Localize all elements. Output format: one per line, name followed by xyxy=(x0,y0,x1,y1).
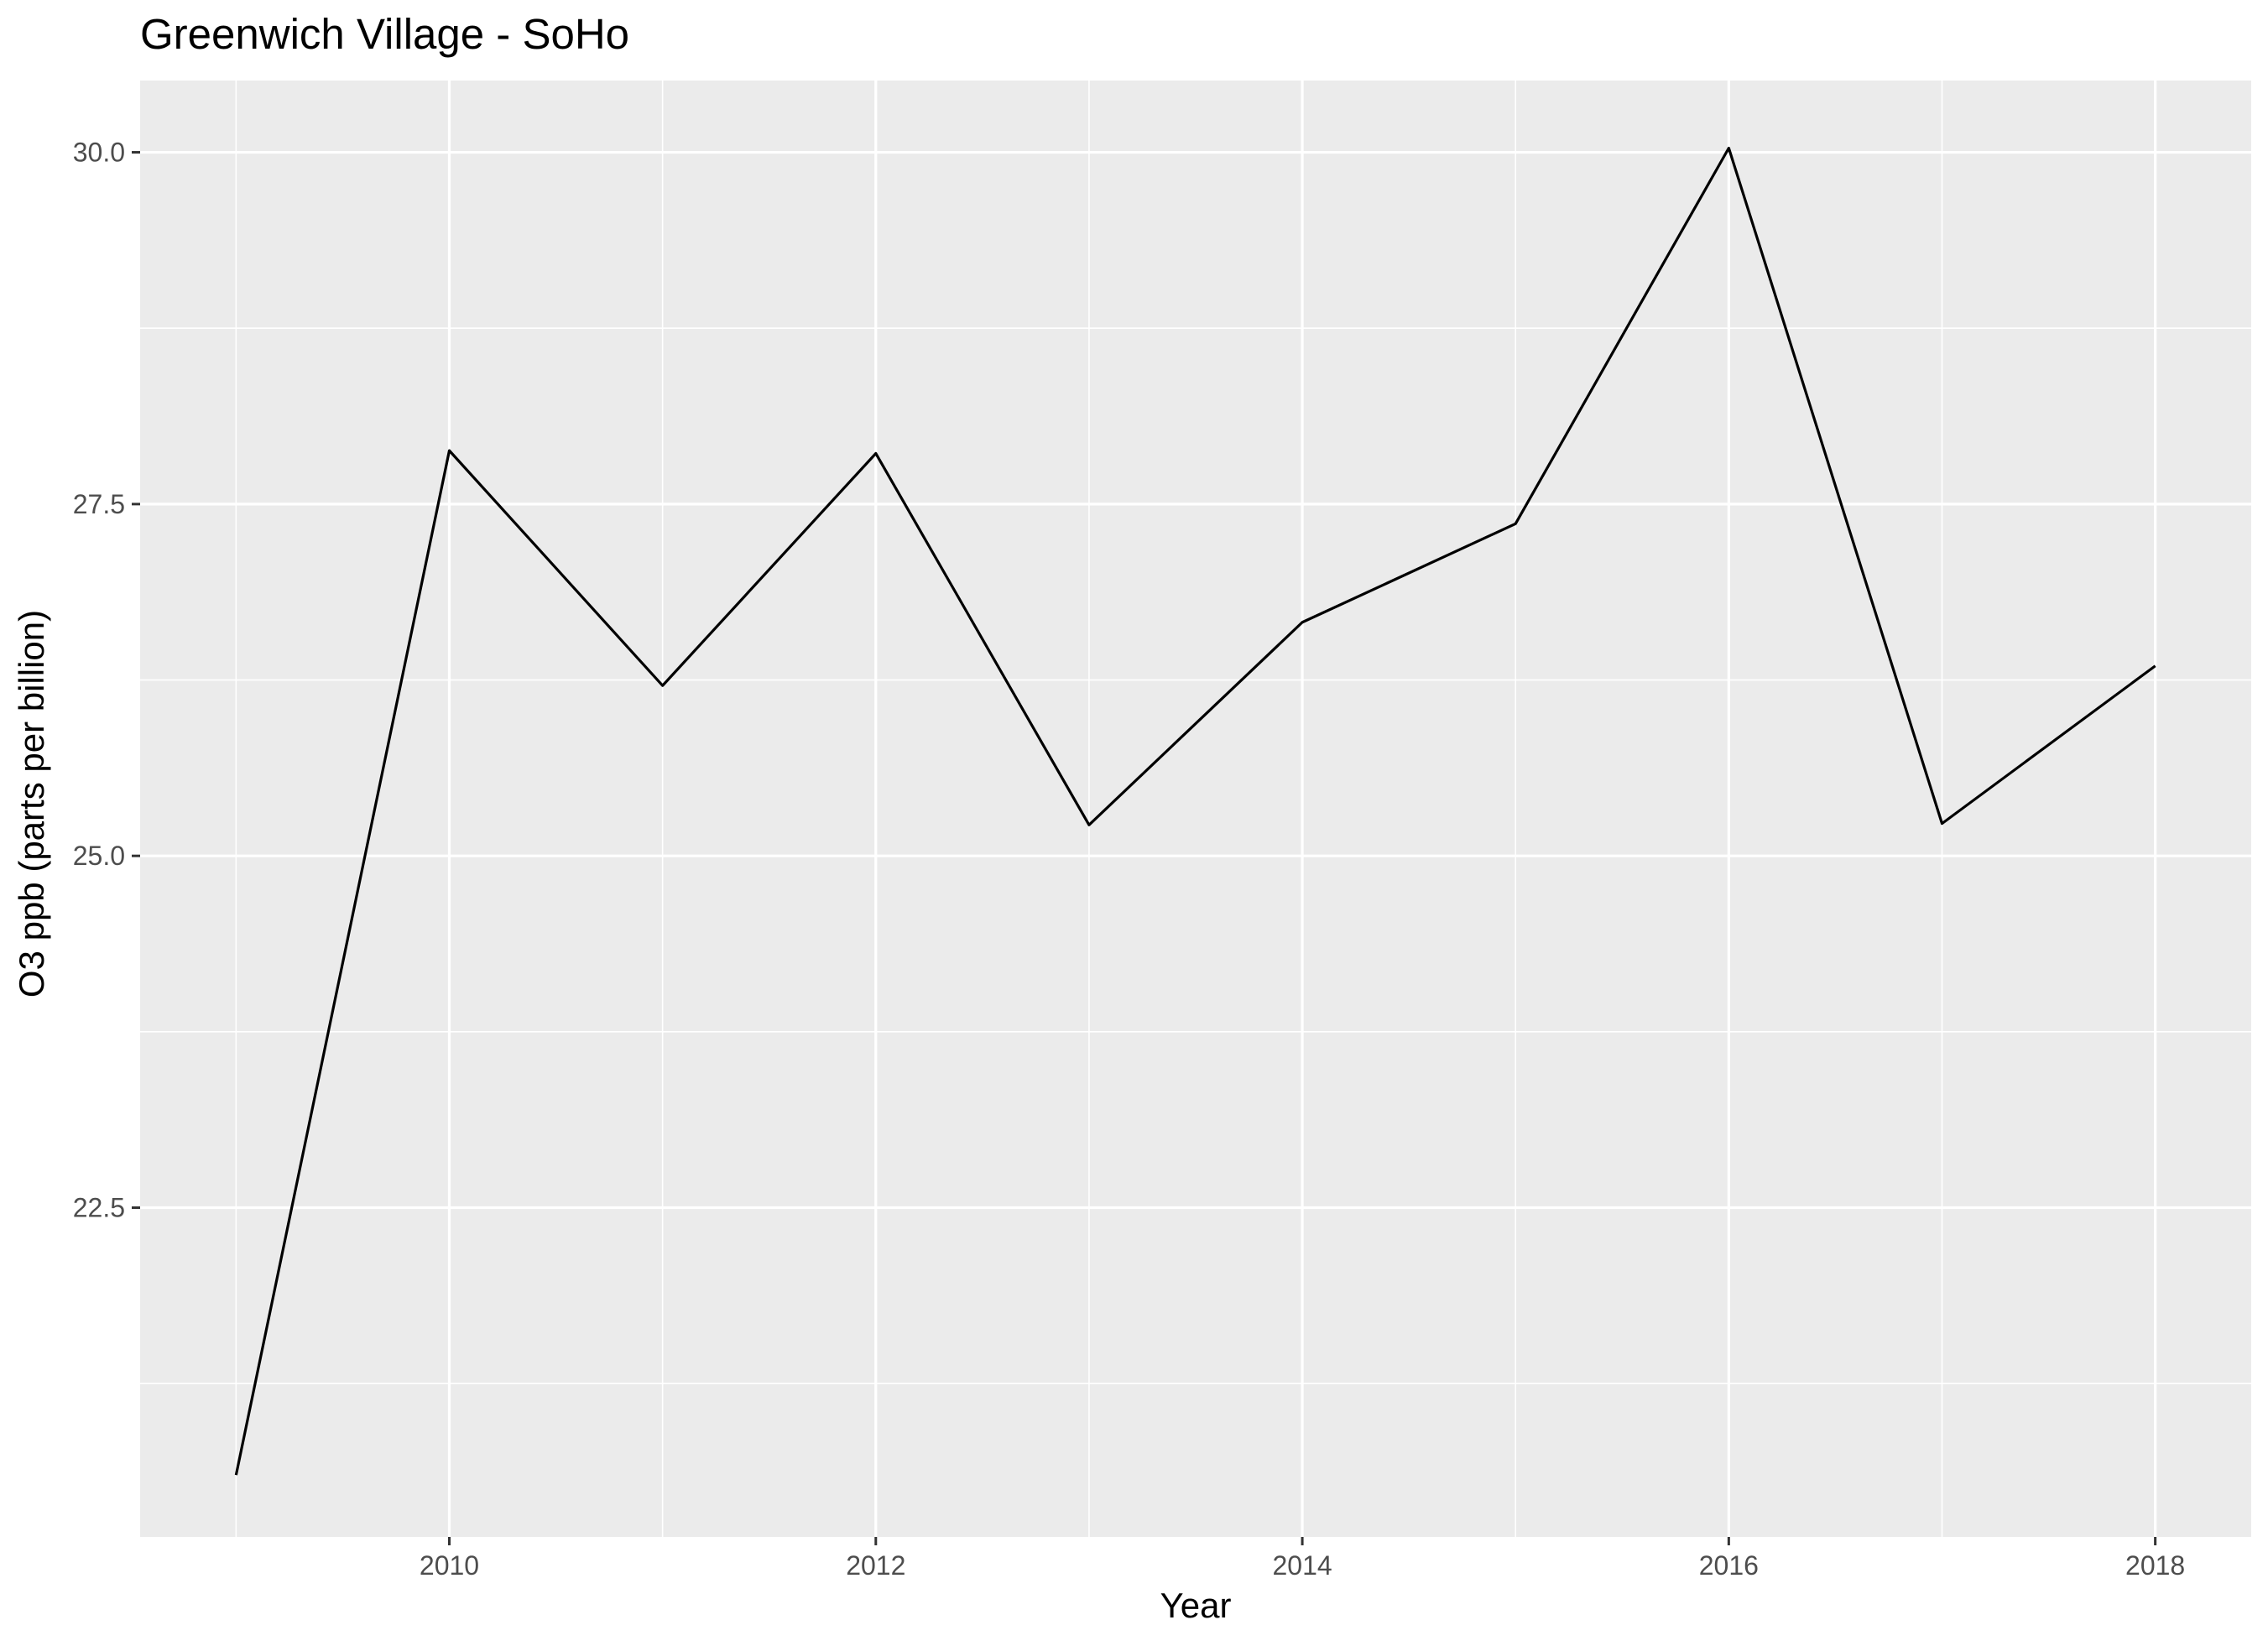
plot-panel xyxy=(140,81,2251,1537)
series-line xyxy=(234,146,2156,1476)
data-point xyxy=(662,685,663,686)
y-tick-label: 22.5 xyxy=(73,1193,125,1223)
data-point xyxy=(1515,523,1516,524)
x-tick-label: 2016 xyxy=(1699,1550,1759,1581)
x-tick-label: 2018 xyxy=(2125,1550,2185,1581)
chart-title: Greenwich Village - SoHo xyxy=(140,10,629,58)
series-layer xyxy=(234,146,2156,1476)
y-tick-label: 27.5 xyxy=(73,489,125,519)
x-axis-title: Year xyxy=(1160,1586,1232,1625)
data-point xyxy=(2155,665,2156,666)
y-tick-label: 30.0 xyxy=(73,138,125,168)
y-tick-label: 25.0 xyxy=(73,841,125,871)
axis-ticks: 2010 2012 2014 2016 2018 22.5 25.0 27.5 30.0 xyxy=(73,138,2186,1581)
y-axis-title: O3 ppb (parts per billion) xyxy=(12,610,51,997)
data-point xyxy=(1088,825,1089,826)
gridlines xyxy=(140,81,2251,1537)
x-tick-label: 2014 xyxy=(1272,1550,1332,1581)
x-tick-label: 2010 xyxy=(420,1550,479,1581)
data-point xyxy=(236,1475,237,1476)
x-tick-label: 2012 xyxy=(846,1550,905,1581)
data-point xyxy=(875,453,876,454)
